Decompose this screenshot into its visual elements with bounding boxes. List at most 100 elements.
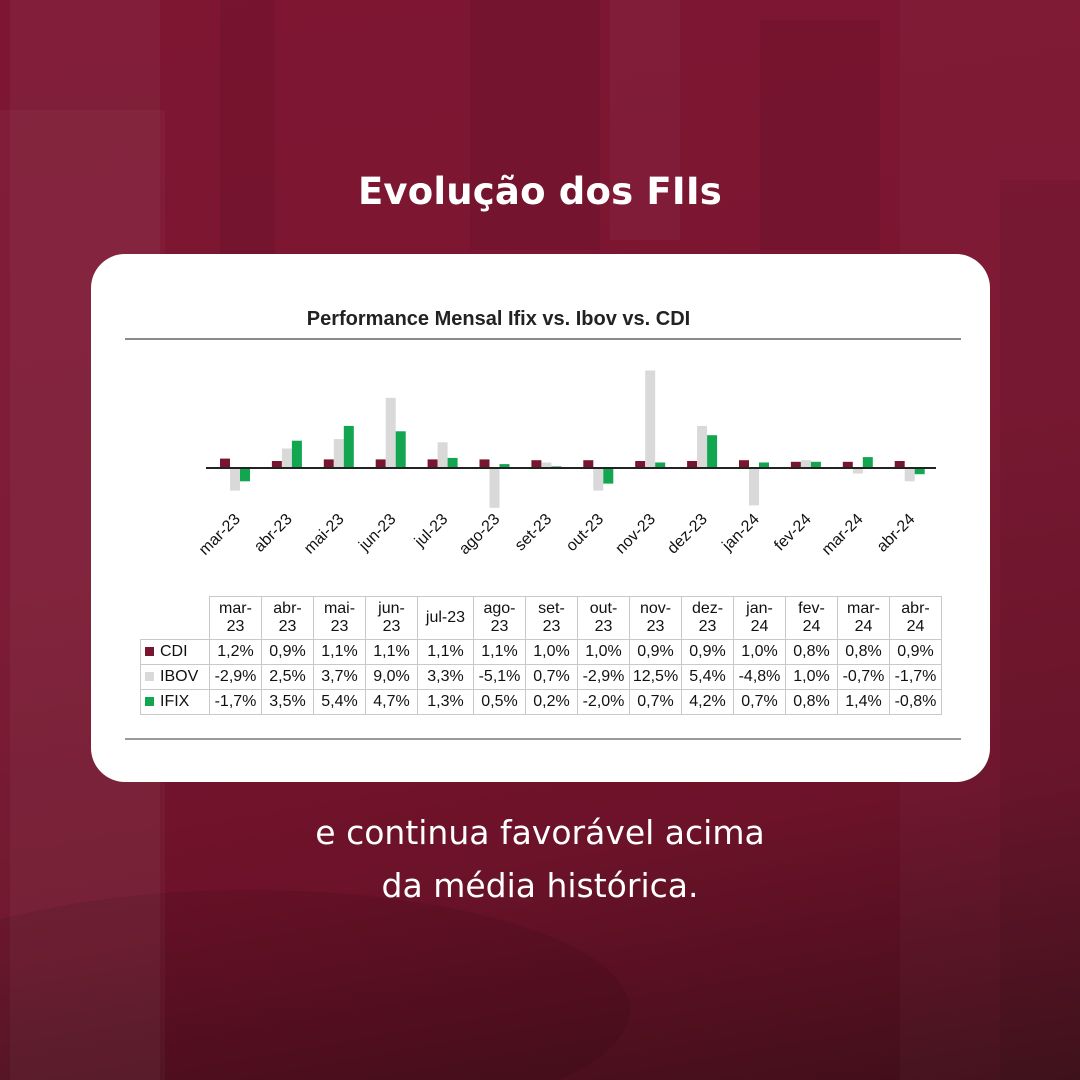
table-cell-ibov-out-23: -2,9% [577,664,630,690]
chart-title: Performance Mensal Ifix vs. Ibov vs. CDI [306,308,691,330]
table-header-set-23: set- 23 [525,596,578,640]
bar-ibov-jul-23 [437,442,448,468]
table-header-jun-23: jun- 23 [365,596,418,640]
table-cell-ifix-jun-23: 4,7% [365,689,418,715]
table-cell-cdi-mar-24: 0,8% [837,639,890,665]
table-header-abr-23: abr- 23 [261,596,314,640]
bar-cdi-fev-24 [790,461,801,468]
table-header-dez-23: dez- 23 [681,596,734,640]
tick-label-mar-23: mar-23 [196,511,244,559]
table-cell-cdi-jan-24: 1,0% [733,639,786,665]
table-cell-ifix-jul-23: 1,3% [417,689,474,715]
bar-ifix-out-23 [603,468,614,484]
bar-cdi-out-23 [583,460,594,468]
bar-cdi-set-23 [531,460,542,468]
tick-label-nov-23: nov-23 [612,511,659,558]
table-cell-ifix-abr-24: -0,8% [889,689,942,715]
table-row-ibov: IBOV -2,9% 2,5% 3,7% 9,0% 3,3% -5,1% 0,7% -2,9% 1… [140,664,942,690]
table-cell-ifix-nov-23: 0,7% [629,689,682,715]
table-row-cdi: CDI 1,2% 0,9% 1,1% 1,1% 1,1% 1,1% 1,0% 1,0% 0,9% 0… [140,639,942,665]
subtitle-line-1: e continua favorável acima [315,813,765,852]
top-divider [125,338,961,340]
bar-ifix-mai-23 [343,425,354,468]
table-cell-ibov-mar-24: -0,7% [837,664,890,690]
table-header-jul-23: jul-23 [417,596,474,640]
chart-card: Performance Mensal Ifix vs. Ibov vs. CDI… [91,254,990,782]
table-cell-cdi-mai-23: 1,1% [313,639,366,665]
table-header-abr-24: abr- 24 [889,596,942,640]
table-cell-ifix-jan-24: 0,7% [733,689,786,715]
tick-label-out-23: out-23 [563,511,607,555]
bar-ibov-nov-23 [645,370,656,468]
bar-cdi-ago-23 [479,459,490,468]
bar-ifix-dez-23 [707,435,718,468]
table-cell-ifix-set-23: 0,2% [525,689,578,715]
table-cell-ibov-ago-23: -5,1% [473,664,526,690]
legend-swatch-cdi [145,647,154,656]
tick-label-jan-24: jan-24 [719,511,763,555]
table-cell-ifix-mar-23: -1,7% [209,689,262,715]
tick-label-dez-23: dez-23 [664,511,711,558]
tick-label-abr-23: abr-23 [251,511,296,556]
tick-label-mai-23: mai-23 [301,511,348,558]
table-cell-cdi-fev-24: 0,8% [785,639,838,665]
table-cell-cdi-abr-23: 0,9% [261,639,314,665]
table-header-ago-23: ago- 23 [473,596,526,640]
legend-swatch-ifix [145,697,154,706]
table-cell-ibov-abr-23: 2,5% [261,664,314,690]
bar-ifix-nov-23 [655,462,666,468]
tick-label-abr-24: abr-24 [874,511,919,556]
bar-cdi-jan-24 [739,460,749,468]
bar-ifix-fev-24 [810,461,821,468]
table-cell-ifix-ago-23: 0,5% [473,689,526,715]
bar-ifix-ago-23 [499,464,510,468]
subtitle-line-2: da média histórica. [381,866,699,905]
bar-cdi-jul-23 [427,459,438,468]
table-header-mai-23: mai- 23 [313,596,366,640]
table-cell-ibov-fev-24: 1,0% [785,664,838,690]
bar-ibov-abr-24 [904,468,915,482]
table-cell-ibov-jan-24: -4,8% [733,664,786,690]
bar-ifix-jun-23 [395,431,406,468]
table-header-mar-23: mar- 23 [209,596,262,640]
bar-ibov-mai-23 [333,439,344,468]
table-cell-cdi-out-23: 1,0% [577,639,630,665]
table-cell-ifix-mai-23: 5,4% [313,689,366,715]
table-cell-ibov-jul-23: 3,3% [417,664,474,690]
table-cell-ibov-mai-23: 3,7% [313,664,366,690]
table-cell-ifix-abr-23: 3,5% [261,689,314,715]
table-cell-cdi-jul-23: 1,1% [417,639,474,665]
tick-label-jul-23: jul-23 [411,511,451,551]
bar-cdi-mar-24 [842,461,853,468]
legend-swatch-ibov [145,672,154,681]
table-cell-ifix-fev-24: 0,8% [785,689,838,715]
bar-ifix-jul-23 [447,457,458,468]
tick-label-fev-24: fev-24 [771,511,815,555]
table-cell-cdi-dez-23: 0,9% [681,639,734,665]
table-corner [140,596,210,640]
table-cell-ifix-mar-24: 1,4% [837,689,890,715]
table-cell-cdi-nov-23: 0,9% [629,639,682,665]
table-row-ifix: IFIX -1,7% 3,5% 5,4% 4,7% 1,3% 0,5% 0,2% -2,0% 0,… [140,689,942,715]
tick-label-set-23: set-23 [512,511,556,555]
bar-ibov-jan-24 [749,468,759,506]
data-table: mar- 23 abr- 23 mai- 23 jun- 23 jul-23 ago- 23 set-… [140,596,942,715]
bar-ifix-jan-24 [759,462,769,468]
bar-ibov-jun-23 [385,397,396,468]
bar-ibov-out-23 [593,468,604,491]
tick-label-ago-23: ago-23 [456,511,503,558]
category-tick-labels: mar-23 abr-23 mai-23 jun-23 jul-23 ago-23 set-… [196,511,919,559]
table-cell-ibov-abr-24: -1,7% [889,664,942,690]
bar-group [220,370,925,508]
bar-cdi-mai-23 [323,459,334,468]
bar-ibov-fev-24 [800,460,811,468]
bar-ibov-mar-23 [230,468,240,491]
table-cell-cdi-set-23: 1,0% [525,639,578,665]
bottom-divider [125,738,961,740]
table-header-row: mar- 23 abr- 23 mai- 23 jun- 23 jul-23 ago- 23 set-… [140,596,942,640]
series-label-ibov: IBOV [140,664,210,690]
bar-ifix-mar-24 [862,457,873,468]
table-cell-cdi-ago-23: 1,1% [473,639,526,665]
table-header-jan-24: jan- 24 [733,596,786,640]
